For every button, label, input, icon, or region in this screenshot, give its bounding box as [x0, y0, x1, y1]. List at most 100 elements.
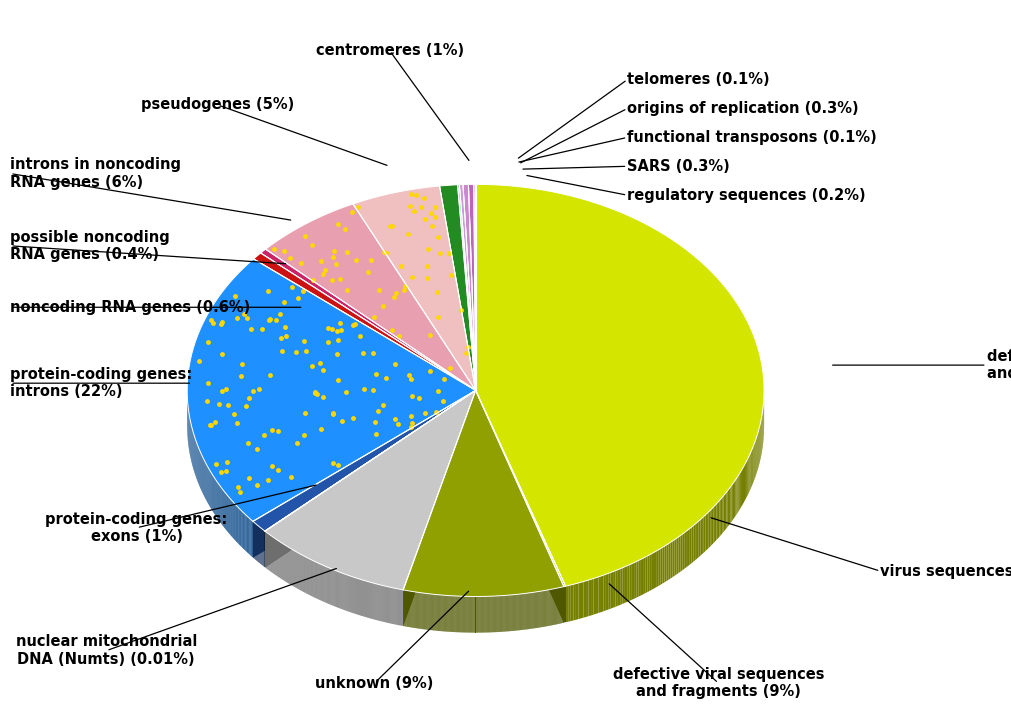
- Polygon shape: [265, 204, 475, 390]
- Text: virus sequences (0.1%): virus sequences (0.1%): [880, 564, 1011, 578]
- Polygon shape: [475, 390, 563, 623]
- Polygon shape: [254, 253, 475, 390]
- Polygon shape: [253, 390, 475, 531]
- Polygon shape: [613, 570, 615, 608]
- Polygon shape: [468, 184, 475, 390]
- Text: functional transposons (0.1%): functional transposons (0.1%): [627, 130, 877, 145]
- Polygon shape: [640, 558, 642, 596]
- Polygon shape: [731, 484, 732, 521]
- Polygon shape: [674, 538, 676, 576]
- Polygon shape: [735, 479, 736, 516]
- Polygon shape: [717, 500, 719, 539]
- Polygon shape: [439, 185, 475, 390]
- Polygon shape: [655, 550, 657, 587]
- Polygon shape: [634, 562, 636, 599]
- Text: defective viral sequences
and fragments (9%): defective viral sequences and fragments …: [613, 667, 823, 699]
- Polygon shape: [570, 584, 573, 621]
- Polygon shape: [610, 572, 613, 609]
- Polygon shape: [705, 513, 707, 551]
- Polygon shape: [670, 541, 672, 578]
- Polygon shape: [690, 527, 691, 565]
- Polygon shape: [737, 475, 738, 513]
- Polygon shape: [727, 489, 728, 526]
- Polygon shape: [588, 579, 590, 616]
- Polygon shape: [601, 576, 603, 612]
- Polygon shape: [642, 557, 645, 594]
- Polygon shape: [462, 184, 475, 390]
- Polygon shape: [187, 259, 475, 521]
- Polygon shape: [687, 529, 690, 566]
- Polygon shape: [695, 523, 697, 560]
- Polygon shape: [728, 487, 730, 525]
- Polygon shape: [672, 539, 674, 577]
- Polygon shape: [631, 562, 634, 600]
- Polygon shape: [707, 512, 708, 549]
- Polygon shape: [265, 390, 475, 590]
- Polygon shape: [618, 569, 620, 606]
- Polygon shape: [475, 390, 563, 623]
- Polygon shape: [662, 546, 664, 583]
- Polygon shape: [700, 518, 702, 556]
- Polygon shape: [703, 515, 705, 552]
- Text: regulatory sequences (0.2%): regulatory sequences (0.2%): [627, 188, 865, 202]
- Polygon shape: [710, 509, 711, 547]
- Polygon shape: [651, 552, 653, 590]
- Polygon shape: [580, 581, 583, 618]
- Text: origins of replication (0.3%): origins of replication (0.3%): [627, 101, 858, 116]
- Polygon shape: [567, 585, 570, 622]
- Polygon shape: [653, 551, 655, 589]
- Polygon shape: [475, 184, 763, 586]
- Polygon shape: [647, 555, 649, 592]
- Polygon shape: [691, 526, 693, 563]
- Polygon shape: [724, 492, 726, 530]
- Polygon shape: [253, 390, 475, 557]
- Polygon shape: [683, 531, 685, 569]
- Polygon shape: [353, 186, 475, 390]
- Polygon shape: [265, 390, 475, 568]
- Polygon shape: [698, 520, 700, 557]
- Polygon shape: [622, 567, 624, 604]
- Polygon shape: [265, 390, 475, 568]
- Polygon shape: [261, 249, 475, 390]
- Text: possible noncoding
RNA genes (0.4%): possible noncoding RNA genes (0.4%): [10, 230, 170, 262]
- Polygon shape: [685, 530, 687, 568]
- Text: SARS (0.3%): SARS (0.3%): [627, 159, 730, 174]
- Polygon shape: [740, 469, 741, 508]
- Polygon shape: [645, 556, 647, 593]
- Polygon shape: [708, 510, 710, 548]
- Polygon shape: [738, 473, 739, 511]
- Text: centromeres (1%): centromeres (1%): [315, 43, 463, 58]
- Polygon shape: [573, 583, 575, 620]
- Polygon shape: [726, 490, 727, 529]
- Polygon shape: [697, 521, 698, 559]
- Polygon shape: [402, 390, 563, 596]
- Polygon shape: [649, 554, 651, 591]
- Text: protein-coding genes:
introns (22%): protein-coding genes: introns (22%): [10, 367, 192, 399]
- Polygon shape: [598, 576, 601, 613]
- Polygon shape: [720, 497, 722, 535]
- Polygon shape: [475, 390, 565, 623]
- Polygon shape: [681, 533, 683, 570]
- Text: defective transposons
and fragments (45%): defective transposons and fragments (45%…: [986, 349, 1011, 381]
- Polygon shape: [608, 573, 610, 609]
- Polygon shape: [716, 502, 717, 540]
- Polygon shape: [668, 542, 670, 580]
- Polygon shape: [578, 582, 580, 619]
- Polygon shape: [459, 184, 475, 390]
- Polygon shape: [593, 578, 595, 615]
- Polygon shape: [620, 568, 622, 605]
- Polygon shape: [583, 581, 585, 617]
- Polygon shape: [473, 184, 475, 390]
- Polygon shape: [736, 476, 737, 515]
- Polygon shape: [677, 536, 679, 573]
- Polygon shape: [627, 565, 629, 602]
- Polygon shape: [666, 544, 668, 581]
- Polygon shape: [723, 494, 724, 531]
- Polygon shape: [730, 485, 731, 523]
- Text: nuclear mitochondrial
DNA (Numts) (0.01%): nuclear mitochondrial DNA (Numts) (0.01%…: [15, 635, 197, 667]
- Polygon shape: [265, 390, 475, 531]
- Polygon shape: [679, 534, 681, 572]
- Polygon shape: [702, 516, 703, 555]
- Polygon shape: [713, 505, 714, 543]
- Polygon shape: [565, 586, 567, 623]
